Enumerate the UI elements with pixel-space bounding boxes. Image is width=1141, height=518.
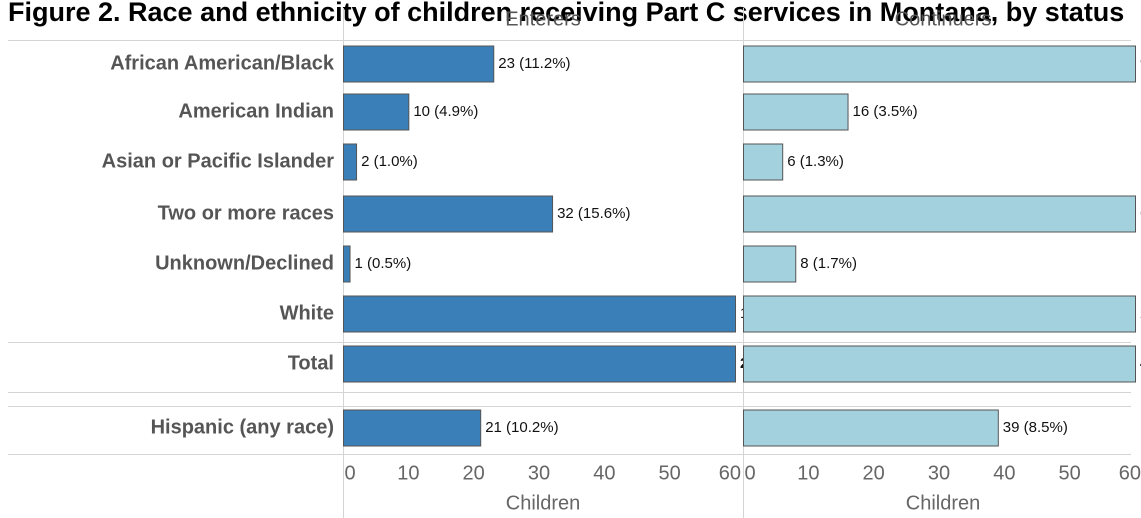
data-label: 6 (1.3%)	[787, 153, 844, 170]
bar	[743, 93, 849, 131]
tick-label: 40	[593, 462, 615, 484]
tick-label: 10	[797, 462, 819, 484]
data-label: 2 (1.0%)	[361, 153, 418, 170]
category-label: Hispanic (any race)	[151, 416, 334, 438]
bar	[343, 195, 554, 233]
bar	[743, 45, 1136, 83]
bar	[343, 143, 358, 181]
tick-label: 0	[344, 462, 355, 484]
panel-continuers: Continuers95 (20.6%)16 (3.5%)6 (1.3%)68 …	[743, 8, 1141, 514]
bar	[743, 295, 1136, 333]
x-axis-title: Children	[506, 492, 580, 514]
tick-label: 50	[1059, 462, 1081, 484]
data-label: 39 (8.5%)	[1003, 419, 1068, 436]
bar	[743, 195, 1136, 233]
data-label: 8 (1.7%)	[800, 255, 857, 272]
tick-label: 60	[719, 462, 741, 484]
bar	[343, 93, 410, 131]
panel-enterers: Enterers 23 (11.2%) 10 (4.9%) 2 (1.0%) 32 (1…	[343, 8, 830, 514]
bar	[743, 143, 784, 181]
bar	[343, 245, 351, 283]
tick-label: 30	[928, 462, 950, 484]
panel-title: Enterers	[505, 8, 581, 30]
tick-label: 30	[528, 462, 550, 484]
bar	[343, 409, 482, 447]
bar	[743, 345, 1136, 383]
data-label: 21 (10.2%)	[485, 419, 558, 436]
bar	[743, 409, 999, 447]
category-label: African American/Black	[110, 52, 335, 74]
tick-label: 50	[659, 462, 681, 484]
chart-title: Figure 2. Race and ethnicity of children…	[8, 0, 1124, 27]
tick-label: 0	[744, 462, 755, 484]
x-axis-title: Children	[906, 492, 980, 514]
tick-label: 60	[1119, 462, 1141, 484]
category-label: White	[280, 302, 334, 324]
bar	[343, 345, 736, 383]
panel-title: Continuers	[895, 8, 992, 30]
category-label: Total	[288, 352, 334, 374]
category-label: Asian or Pacific Islander	[102, 150, 335, 172]
bar	[743, 245, 797, 283]
tick-label: 40	[993, 462, 1015, 484]
tick-label: 10	[397, 462, 419, 484]
category-label: American Indian	[178, 100, 334, 122]
data-label: 32 (15.6%)	[557, 205, 630, 222]
category-label: Unknown/Declined	[155, 252, 334, 274]
bar	[343, 295, 736, 333]
tick-label: 20	[463, 462, 485, 484]
chart-panels: Enterers 23 (11.2%) 10 (4.9%) 2 (1.0%) 32 (1…	[343, 8, 1141, 514]
data-label: 23 (11.2%)	[498, 55, 570, 72]
bar	[343, 45, 495, 83]
category-labels: African American/Black American Indian Asi…	[102, 52, 335, 438]
category-label: Two or more races	[158, 202, 334, 224]
data-label: 1 (0.5%)	[355, 255, 412, 272]
data-label: 10 (4.9%)	[413, 103, 478, 120]
data-label: 16 (3.5%)	[853, 103, 918, 120]
tick-label: 20	[863, 462, 885, 484]
